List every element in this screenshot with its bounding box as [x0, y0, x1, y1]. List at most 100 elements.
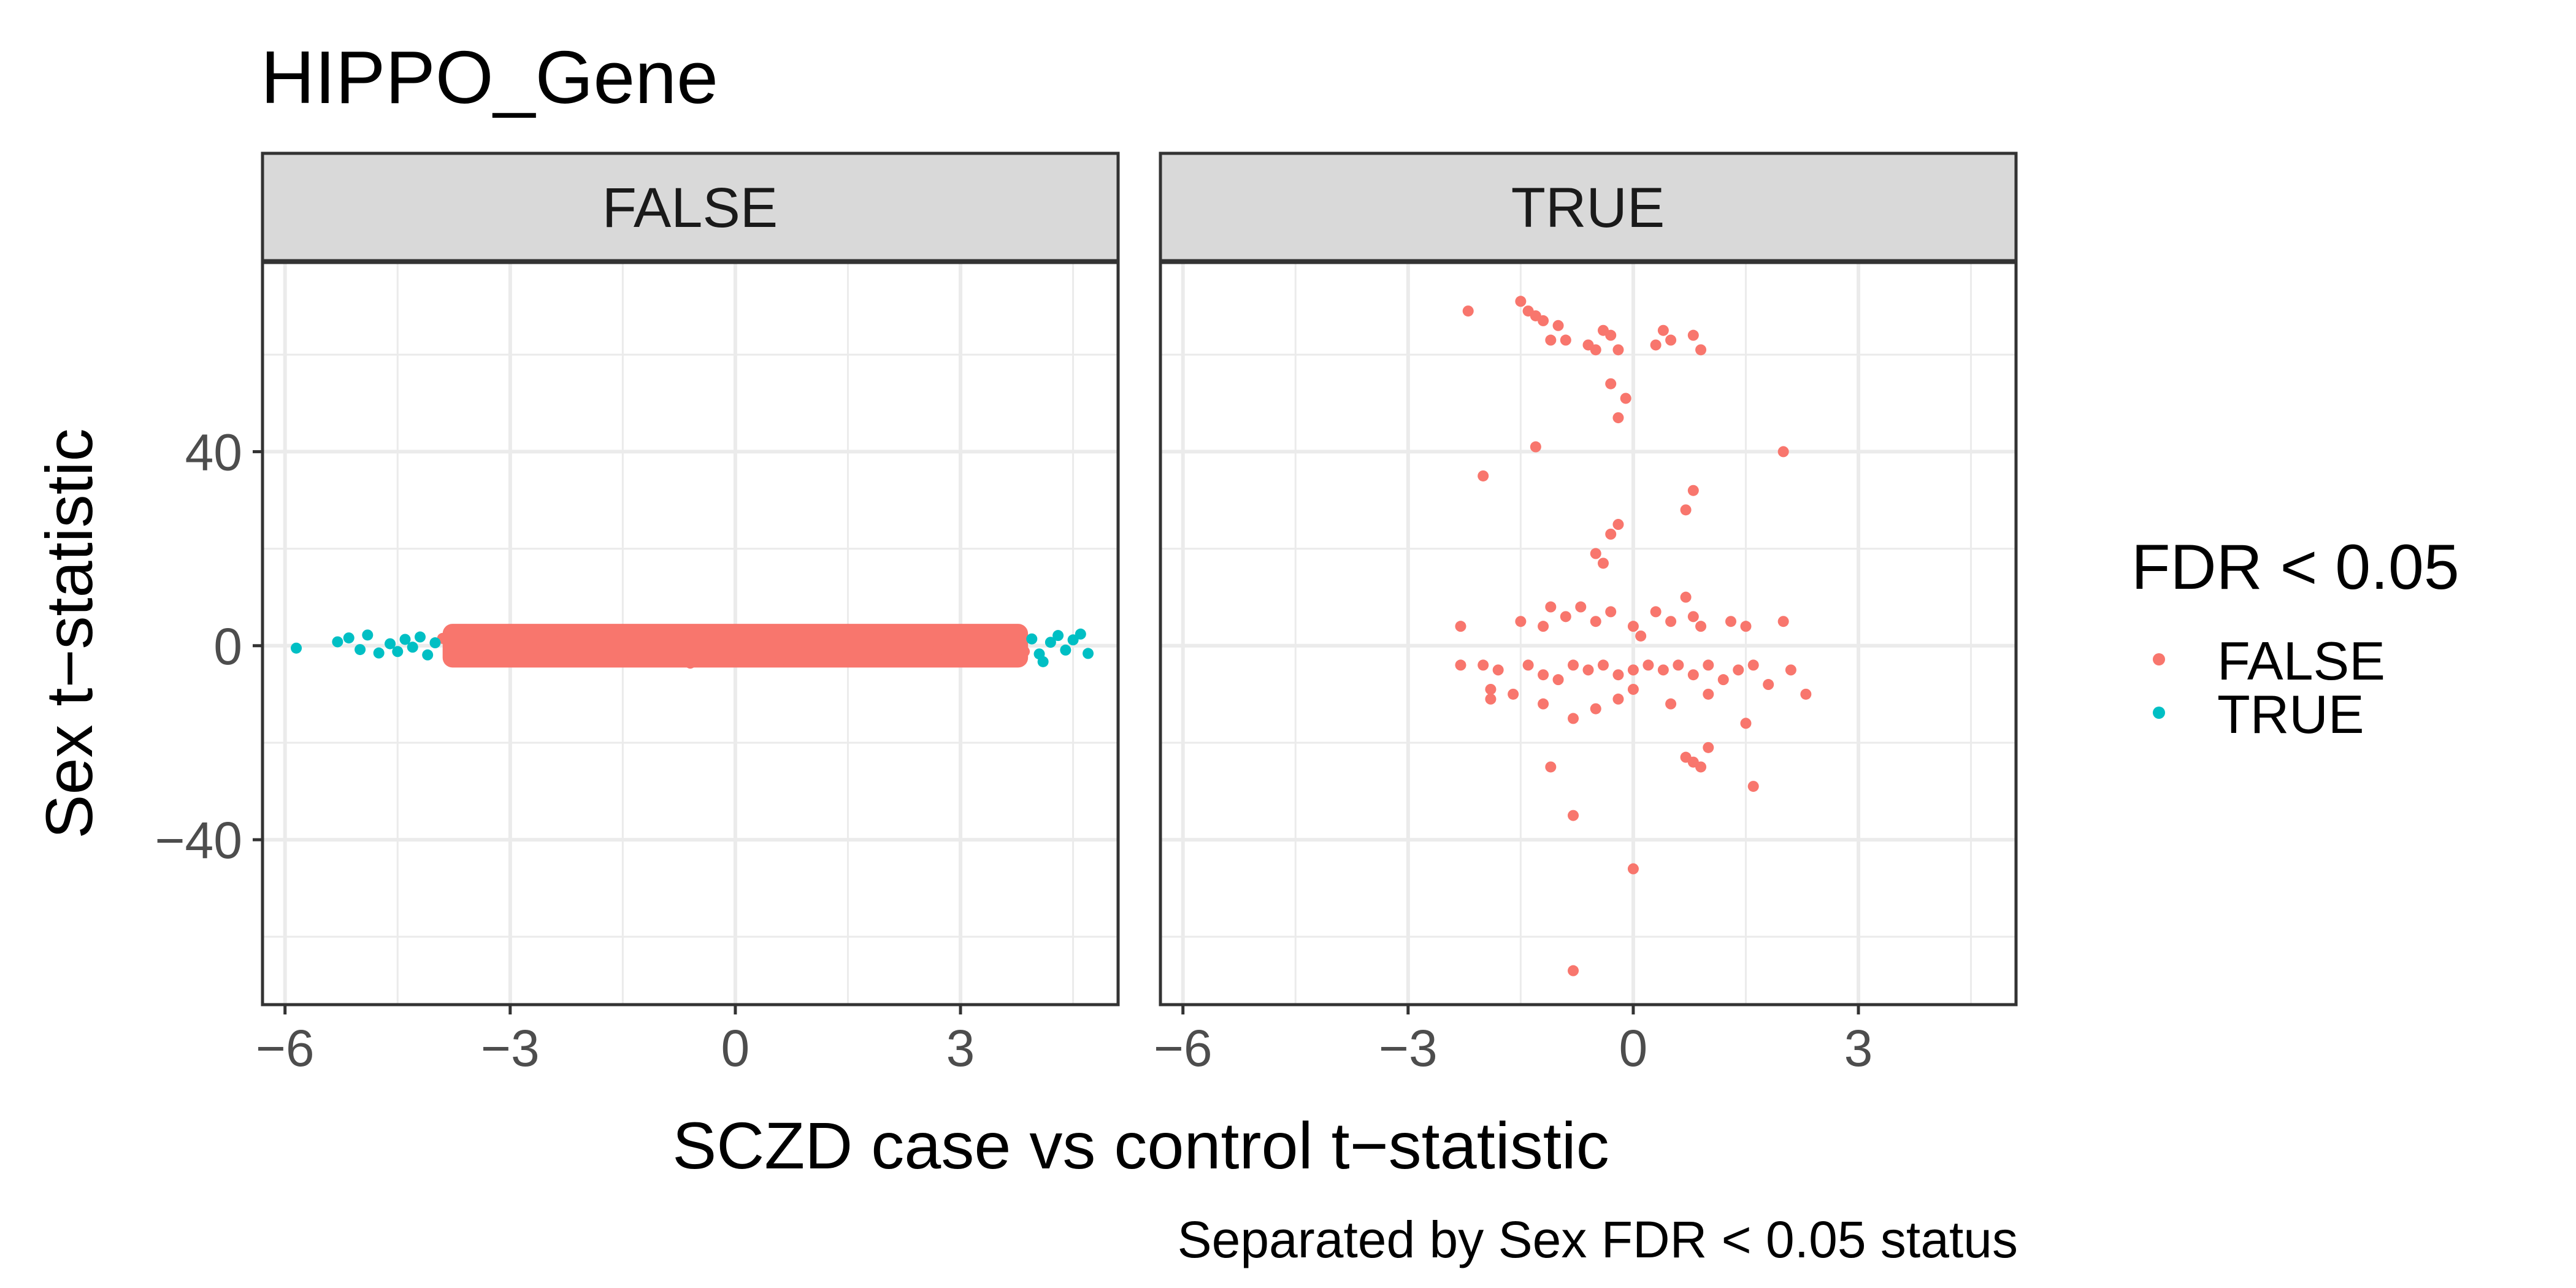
legend-label-false: FALSE: [2217, 631, 2385, 691]
legend-label-true: TRUE: [2217, 684, 2364, 745]
panel-true-border: [1159, 261, 2018, 1006]
panel-background: [1160, 263, 2016, 1005]
panel-false: FALSE: [261, 151, 1120, 1006]
data-point-false: [1763, 679, 1774, 691]
x-tick-label: −3: [1379, 1019, 1438, 1077]
data-point-false: [1800, 688, 1812, 700]
data-point-false: [452, 648, 464, 659]
data-point-true: [429, 637, 441, 649]
data-point-false: [1680, 591, 1692, 603]
data-point-false: [1455, 621, 1466, 632]
data-point-false: [1530, 441, 1541, 453]
data-point-false: [572, 655, 583, 667]
data-point-true: [414, 631, 426, 643]
x-axis-title: SCZD case vs control t−statistic: [672, 1108, 1609, 1183]
chart-title: HIPPO_Gene: [261, 36, 718, 119]
data-point-false: [1777, 616, 1789, 627]
data-point-false: [1687, 485, 1699, 496]
data-point-false: [1590, 616, 1601, 627]
y-tick-label: 0: [213, 618, 242, 675]
data-point-false: [775, 654, 786, 666]
data-point-false: [865, 632, 876, 644]
data-point-false: [1485, 693, 1497, 705]
data-point-false: [1717, 674, 1729, 686]
data-point-false: [1703, 742, 1714, 753]
data-point-false: [662, 624, 673, 636]
y-tick-label: 40: [185, 423, 242, 481]
data-point-true: [1083, 648, 1094, 659]
strip-false-background: [261, 151, 1120, 263]
data-point-false: [1657, 664, 1669, 676]
data-point-false: [1612, 519, 1624, 531]
data-point-true: [1045, 637, 1056, 648]
data-point-false: [797, 637, 809, 648]
data-point-false: [819, 626, 831, 638]
data-point-false: [707, 634, 719, 646]
data-point-false: [1612, 412, 1624, 424]
data-point-false: [1680, 504, 1692, 516]
data-point-false: [1545, 761, 1557, 773]
x-tick-label: 0: [1619, 1019, 1648, 1077]
data-point-false: [1665, 698, 1677, 710]
x-tick-label: 3: [946, 1019, 975, 1077]
data-point-false: [1478, 470, 1489, 481]
data-point-true: [1067, 634, 1079, 646]
x-axis-panel-true: −6 −3 0 3: [1154, 1005, 1873, 1077]
data-point-false: [1590, 344, 1601, 356]
data-point-false: [640, 638, 651, 650]
data-point-false: [1552, 320, 1564, 331]
data-point-true: [1060, 644, 1071, 656]
data-point-false: [1612, 344, 1624, 356]
panel-false-border: [261, 261, 1120, 1006]
data-point-false: [1538, 669, 1549, 681]
data-point-true: [291, 642, 302, 654]
data-point-false: [1687, 611, 1699, 623]
legend-key-true: [2153, 707, 2165, 719]
data-point-false: [1703, 688, 1714, 700]
data-point-false: [684, 657, 696, 669]
data-point-true: [422, 649, 434, 661]
data-point-false: [1590, 548, 1601, 559]
data-point-false: [1665, 616, 1677, 627]
data-point-true: [332, 636, 343, 648]
legend-title: FDR < 0.05: [2131, 532, 2459, 603]
data-point-false: [504, 627, 516, 639]
data-point-false: [1568, 713, 1579, 724]
panel-true-grid: [1160, 263, 2016, 1005]
data-point-false: [1545, 334, 1557, 346]
data-point-false: [1568, 965, 1579, 976]
data-point-false: [752, 624, 764, 635]
data-point-false: [1605, 606, 1617, 618]
data-point-false: [482, 651, 494, 663]
data-point-false: [1455, 659, 1466, 671]
data-point-false: [1492, 664, 1504, 676]
data-point-false: [1545, 601, 1557, 613]
data-point-false: [1462, 305, 1474, 317]
data-point-false: [1740, 718, 1752, 729]
data-point-false: [1703, 659, 1714, 671]
data-point-true: [362, 629, 374, 641]
data-point-true: [1037, 656, 1049, 667]
data-point-false: [977, 651, 989, 662]
data-point-false: [1522, 659, 1534, 671]
data-point-false: [1515, 296, 1527, 307]
data-point-false: [1627, 683, 1639, 695]
data-point-false: [1695, 344, 1707, 356]
data-point-false: [1478, 659, 1489, 671]
data-point-false: [1560, 611, 1571, 623]
data-point-false: [594, 631, 606, 642]
x-tick-label: −6: [256, 1019, 315, 1077]
data-point-false: [1740, 621, 1752, 632]
y-axis-title: Sex t−statistic: [32, 428, 106, 838]
data-point-false: [1673, 659, 1684, 671]
data-point-false: [1620, 393, 1631, 404]
legend: FDR < 0.05 FALSE TRUE: [2131, 532, 2459, 745]
strip-label-false: FALSE: [602, 177, 778, 239]
data-point-false: [1687, 329, 1699, 341]
data-point-false: [1605, 329, 1617, 341]
strip-label-true: TRUE: [1511, 177, 1665, 239]
data-point-false: [1538, 698, 1549, 710]
panel-true: TRUE: [1159, 151, 2018, 1006]
data-point-false: [1612, 693, 1624, 705]
data-point-false: [1650, 606, 1662, 618]
